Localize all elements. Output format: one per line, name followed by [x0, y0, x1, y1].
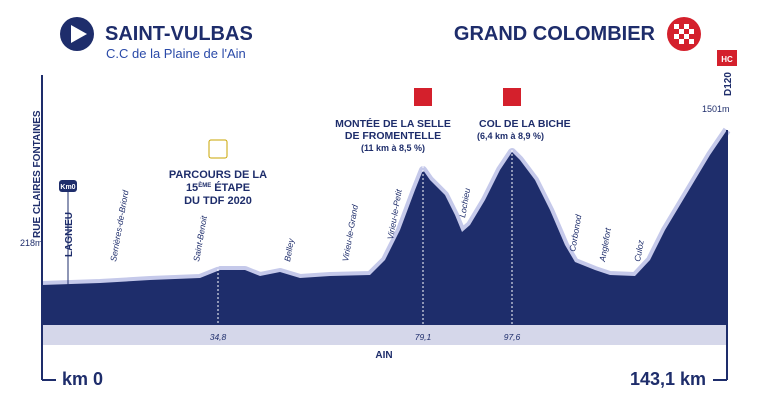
climb-name: DE FROMENTELLE	[345, 130, 441, 142]
note-line: DU TDF 2020	[184, 195, 252, 207]
start-city: SAINT-VULBAS	[105, 23, 253, 45]
finish-km: 143,1 km	[630, 369, 706, 389]
climb-detail: (11 km à 8,5 %)	[361, 143, 425, 153]
place: Saint-Benoit	[191, 214, 209, 262]
place: Lochieu	[457, 187, 472, 218]
note-sup: ÈME	[198, 181, 211, 189]
place: Serrières-de-Briord	[108, 189, 130, 262]
start-subtitle: C.C de la Plaine de l'Ain	[106, 46, 246, 61]
place: Anglefort	[597, 226, 613, 263]
base-band	[42, 325, 727, 345]
start-road: RUE CLAIRES FONTAINES	[32, 110, 43, 238]
km-marker: 97,6	[504, 332, 521, 342]
note-line: PARCOURS DE LA	[169, 169, 267, 181]
start-altitude: 218m	[20, 238, 43, 248]
place: Virieu-le-Grand	[340, 204, 360, 263]
km-marker: 79,1	[415, 332, 432, 342]
finish-checker	[674, 24, 694, 44]
note-word: ÉTAPE	[214, 181, 250, 194]
climb-badge	[503, 88, 521, 106]
km-marker: 34,8	[210, 332, 227, 342]
km0-label: Km0	[60, 184, 75, 191]
hc-label: HC	[721, 55, 733, 64]
hc-badge	[717, 50, 737, 66]
note-line: 15ÈME ÉTAPE	[186, 181, 250, 194]
finish-altitude: 1501m	[702, 104, 730, 114]
km0-badge	[59, 180, 77, 192]
place: Corbonod	[567, 214, 583, 253]
tdf-icon	[208, 139, 228, 159]
climb-name: COL DE LA BICHE	[479, 118, 571, 130]
place: Culoz	[632, 238, 646, 262]
note-number: 15	[186, 182, 198, 194]
climb-detail: (6,4 km à 8,9 %)	[477, 131, 544, 141]
finish-city: GRAND COLOMBIER	[454, 23, 656, 45]
region: AIN	[375, 350, 392, 361]
climb-name: MONTÉE DE LA SELLE	[335, 117, 451, 130]
climb-badge	[414, 88, 432, 106]
profile	[42, 130, 727, 325]
start-town: LAGNIEU	[64, 212, 75, 257]
finish-road: D120	[723, 72, 734, 96]
start-arrow	[71, 25, 87, 43]
place: Belley	[282, 237, 296, 262]
start-km: km 0	[62, 369, 103, 389]
